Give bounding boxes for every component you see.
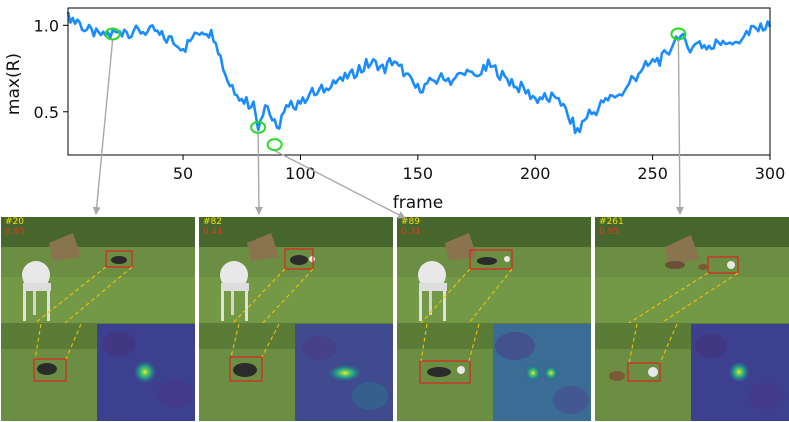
detection-box (33, 358, 67, 382)
x-tick-label: 100 (285, 164, 316, 183)
detection-box (229, 356, 263, 382)
response-peak (728, 361, 750, 383)
detection-box (707, 256, 739, 274)
x-tick-label: 250 (637, 164, 668, 183)
response-heatmap (493, 324, 591, 421)
bird (233, 363, 257, 377)
bird (290, 255, 308, 265)
bird (477, 257, 497, 265)
score-label: 0.31 (401, 227, 422, 237)
response-heatmap (295, 324, 393, 421)
score-label: 0.95 (599, 227, 620, 237)
frame-panel-89: #89 0.31 (397, 217, 591, 421)
wooden-shelter (49, 233, 81, 261)
scene-view (1, 217, 195, 323)
detection-box (469, 249, 513, 270)
garden-chair (220, 261, 249, 321)
response-peak-1 (524, 364, 542, 382)
scene-zoom (397, 324, 493, 421)
frame-panel-20: #20 0.95 (1, 217, 195, 421)
x-tick-label: 200 (520, 164, 551, 183)
frame-number-label: #20 (5, 217, 24, 227)
frame-panel-82: #82 0.41 (199, 217, 393, 421)
response-heatmap (691, 324, 789, 421)
highlight-marker-frame-261 (670, 27, 687, 41)
score-label: 0.41 (203, 227, 224, 237)
scene-zoom (595, 324, 691, 421)
frame-number-label: #82 (203, 217, 222, 227)
x-tick-label: 150 (403, 164, 434, 183)
highlight-marker-frame-89 (266, 138, 283, 152)
frame-panel-261: #261 0.95 (595, 217, 789, 421)
response-peak (133, 360, 157, 384)
scene-zoom (1, 324, 97, 421)
response-peak (327, 364, 363, 382)
bird (665, 261, 685, 269)
garden-chair (418, 261, 447, 321)
detection-box (627, 362, 661, 382)
y-tick-label: 0.5 (34, 103, 59, 122)
highlight-marker-frame-82 (250, 120, 267, 134)
scene-view (397, 217, 591, 323)
x-tick-label: 50 (173, 164, 193, 183)
garden-chair (22, 261, 51, 321)
y-axis-label: max(R) (4, 53, 24, 115)
detection-box (419, 360, 471, 384)
frame-number-label: #89 (401, 217, 420, 227)
wooden-shelter (445, 233, 477, 261)
bird (427, 367, 451, 377)
plot-area: 50 100 150 200 250 300 0.5 1.0 (34, 7, 786, 183)
y-tick-label: 1.0 (34, 16, 59, 35)
bird (111, 256, 127, 264)
wooden-shelter (247, 233, 279, 261)
detection-box (105, 250, 133, 268)
frame-number-label: #261 (599, 217, 624, 227)
scene-zoom (199, 324, 295, 421)
highlight-marker-frame-20 (104, 27, 121, 41)
plot-frame (67, 7, 771, 156)
x-axis-label: frame (393, 193, 443, 213)
detection-box (284, 248, 314, 270)
wooden-shelter (665, 235, 699, 265)
max-r-line-chart: 50 100 150 200 250 300 0.5 1.0 frame max(R) (4, 7, 786, 213)
scene-view (199, 217, 393, 323)
score-label: 0.95 (5, 227, 26, 237)
x-tick-label: 300 (755, 164, 786, 183)
response-heatmap (97, 324, 195, 421)
response-peak-2 (543, 365, 559, 381)
bird (37, 363, 57, 375)
max-r-series-line (66, 11, 772, 135)
scene-view (595, 217, 789, 323)
